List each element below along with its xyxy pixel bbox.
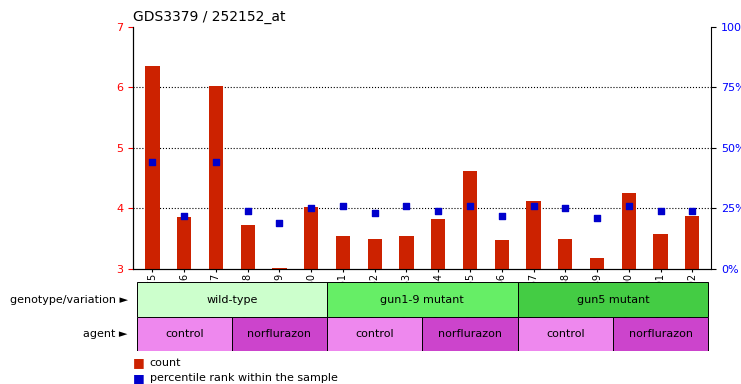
Text: gun1-9 mutant: gun1-9 mutant (380, 295, 465, 305)
Point (559, 205, 571, 211)
Point (210, 159, 222, 166)
Bar (685, 215, 700, 269)
Bar (241, 225, 255, 269)
Text: ■: ■ (133, 372, 149, 384)
Point (179, 212, 190, 218)
Text: control: control (165, 329, 204, 339)
Text: wild-type: wild-type (206, 295, 258, 305)
Point (369, 210, 381, 216)
Point (464, 203, 476, 209)
Text: gun5 mutant: gun5 mutant (576, 295, 649, 305)
Bar (368, 238, 382, 269)
Point (528, 203, 539, 209)
Bar (136, 282, 327, 317)
Bar (177, 217, 191, 269)
Bar (327, 317, 422, 351)
Text: control: control (546, 329, 585, 339)
Text: norflurazon: norflurazon (628, 329, 693, 339)
Text: control: control (356, 329, 394, 339)
Text: ■: ■ (133, 356, 149, 369)
Bar (590, 258, 604, 269)
Bar (399, 235, 413, 269)
Bar (336, 235, 350, 269)
Point (686, 208, 698, 214)
Bar (526, 201, 541, 269)
Point (305, 205, 317, 211)
Text: agent ►: agent ► (83, 329, 127, 339)
Bar (518, 282, 708, 317)
Text: count: count (150, 358, 182, 368)
Bar (518, 317, 613, 351)
Bar (304, 207, 319, 269)
Text: norflurazon: norflurazon (438, 329, 502, 339)
Point (623, 203, 635, 209)
Bar (431, 219, 445, 269)
Point (654, 208, 666, 214)
Bar (327, 282, 518, 317)
Bar (422, 317, 518, 351)
Text: GDS3379 / 252152_at: GDS3379 / 252152_at (133, 10, 286, 25)
Bar (654, 234, 668, 269)
Point (337, 203, 349, 209)
Point (591, 215, 603, 221)
Bar (232, 317, 327, 351)
Bar (209, 86, 223, 269)
Point (242, 208, 253, 214)
Point (147, 159, 159, 166)
Bar (136, 317, 232, 351)
Text: percentile rank within the sample: percentile rank within the sample (150, 373, 338, 383)
Bar (613, 317, 708, 351)
Bar (558, 238, 572, 269)
Bar (494, 240, 509, 269)
Point (401, 203, 413, 209)
Bar (145, 66, 159, 269)
Point (432, 208, 444, 214)
Point (273, 220, 285, 226)
Bar (622, 193, 636, 269)
Bar (272, 268, 287, 269)
Point (496, 212, 508, 218)
Text: genotype/variation ►: genotype/variation ► (10, 295, 127, 305)
Text: norflurazon: norflurazon (247, 329, 311, 339)
Bar (463, 171, 477, 269)
